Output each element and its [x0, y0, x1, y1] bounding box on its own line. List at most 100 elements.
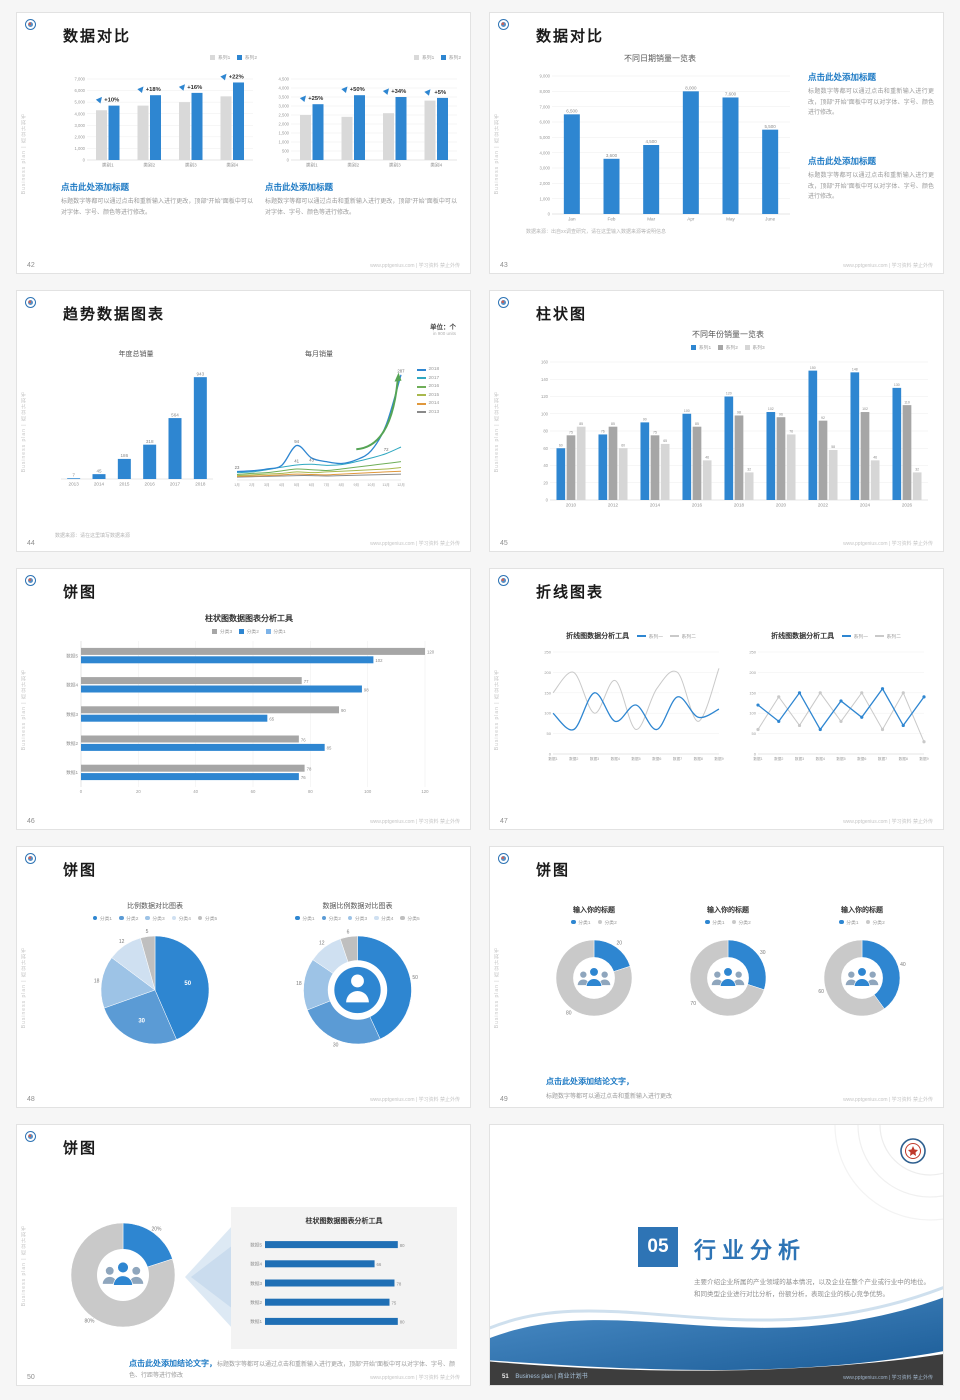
svg-text:9月: 9月	[353, 482, 359, 487]
chart-title: 柱状图数据图表分析工具	[305, 1218, 383, 1225]
svg-text:3月: 3月	[264, 482, 270, 487]
chart-block-left: 年度总销量 7 2013 45 2014 186 2015 318 2016 564 2017 94…	[55, 349, 217, 490]
conclusion-text: 标题数字等都可以通过点击和重新输入进行更改	[546, 1094, 673, 1100]
svg-text:200: 200	[544, 670, 551, 675]
conclusion-block: 点击此处添加结论文字，标题数字等都可以通过点击和重新输入进行更改，顶部“开始”面…	[129, 1357, 461, 1381]
svg-text:11月: 11月	[382, 482, 389, 487]
svg-text:50: 50	[752, 731, 757, 736]
donut-block-right: 数据比例数据对比图表 分类1 分类2 分类3 分类4 分类5 50 30 18 12 6	[265, 901, 450, 1056]
svg-text:76: 76	[301, 775, 306, 780]
svg-text:120: 120	[541, 394, 549, 399]
footer-watermark: www.pptgenius.com | 学习资料 禁止外传	[843, 1375, 933, 1381]
svg-text:75: 75	[392, 1301, 397, 1306]
svg-text:3,000: 3,000	[279, 104, 290, 109]
footer-watermark: www.pptgenius.com | 学习资料 禁止外传	[843, 819, 933, 825]
svg-text:90: 90	[341, 708, 346, 713]
brand-logo-icon	[25, 19, 36, 30]
svg-text:186: 186	[120, 453, 128, 458]
svg-text:20: 20	[543, 480, 548, 485]
slide-48[interactable]: Business plan | 商业计划书 饼图 比例数据对比图表 分类1 分类2…	[16, 846, 471, 1108]
svg-text:58: 58	[831, 445, 835, 449]
svg-text:2016: 2016	[145, 482, 156, 487]
side-watermark: Business plan | 商业计划书	[21, 1225, 27, 1307]
slide-title: 饼图	[63, 1140, 98, 1157]
svg-text:102: 102	[862, 407, 868, 411]
page-number: 51	[502, 1374, 509, 1380]
svg-text:12: 12	[319, 941, 325, 947]
svg-text:120: 120	[421, 789, 429, 794]
svg-text:数据1: 数据1	[66, 769, 78, 776]
chart-legend: 分类1 分类2	[530, 918, 658, 926]
slide-45[interactable]: Business plan | 商业计划书 柱状图 不同年份销量一览表 系列1 系…	[489, 290, 944, 552]
svg-text:1,000: 1,000	[540, 196, 551, 201]
svg-text:65: 65	[663, 439, 667, 443]
chart-legend: 分类3 分类2 分类1	[57, 627, 441, 635]
slide-50[interactable]: Business plan | 商业计划书 饼图 20% 80% 柱状图数据图表分…	[16, 1124, 471, 1386]
svg-text:100: 100	[364, 789, 372, 794]
svg-text:数据2: 数据2	[66, 740, 78, 747]
svg-text:1,000: 1,000	[75, 146, 86, 151]
chart-legend: 系列1 系列2	[265, 53, 461, 61]
slide-49[interactable]: Business plan | 商业计划书 饼图 输入你的标题 分类1 分类2 2…	[489, 846, 944, 1108]
svg-text:2014: 2014	[94, 482, 105, 487]
slide-44[interactable]: Business plan | 商业计划书 趋势数据图表 单位：个 in 900…	[16, 290, 471, 552]
slide-43[interactable]: Business plan | 商业计划书 数据对比 不同日期销量一览表 0 1,…	[489, 12, 944, 274]
chart-legend: 分类1 分类2 分类3 分类4 分类5	[265, 914, 450, 922]
svg-text:1月: 1月	[234, 482, 240, 487]
slide-42[interactable]: Business plan | 商业计划书 数据对比 系列1 系列2 0 1,000…	[16, 12, 471, 274]
svg-text:4,500: 4,500	[646, 139, 658, 144]
block-body: 标题数字等都可以通过点击和重新输入进行更改，顶部“开始”面板中可以对字体、字号、…	[808, 173, 934, 200]
svg-text:+22%: +22%	[229, 74, 244, 80]
grouped-bar-chart: 0 20 40 60 80 100 120 140 160 60 75 85 2010 76 85 60 201…	[524, 353, 932, 511]
svg-text:85: 85	[327, 746, 332, 751]
svg-text:40: 40	[543, 463, 548, 468]
page-number: 44	[27, 540, 35, 547]
svg-text:数据1: 数据1	[250, 1318, 262, 1325]
svg-text:72: 72	[384, 447, 389, 452]
svg-text:数据5: 数据5	[66, 652, 78, 659]
page-number: 46	[27, 818, 35, 825]
svg-text:数据8: 数据8	[694, 756, 703, 761]
text-block: 点击此处添加标题 标题数字等都可以通过点击和重新输入进行更改，顶部“开始”面板中…	[808, 71, 934, 119]
block-heading: 点击此处添加标题	[808, 156, 877, 166]
horizontal-bar-chart: 80 数据1 75 数据2 78 数据3 66 数据4 80 数据5	[241, 1231, 447, 1335]
svg-text:7,000: 7,000	[540, 104, 551, 109]
chart-legend: 分类1 分类2 分类3 分类4 分类5	[65, 914, 245, 922]
svg-text:65: 65	[269, 717, 274, 722]
page-number: 48	[27, 1096, 35, 1103]
side-watermark: Business plan | 商业计划书	[494, 113, 500, 195]
marker-line-chart: 0 50 100 150 200 250 数据1 数据2 数据3 数据4 数据5 数据6 数据7 数据8 数…	[740, 644, 932, 764]
svg-text:+18%: +18%	[146, 87, 161, 93]
donut-chart: 50 30 18 12 6	[265, 924, 450, 1056]
slide-46[interactable]: Business plan | 商业计划书 饼图 柱状图数据图表分析工具 分类3…	[16, 568, 471, 830]
svg-text:2,000: 2,000	[75, 134, 86, 139]
svg-text:60: 60	[251, 789, 256, 794]
chart-title: 折线图数据分析工具	[566, 633, 630, 640]
chart-block-left: 系列1 系列2 0 1,000 2,000 3,000 4,000 5,000 6,000 7,…	[61, 53, 257, 171]
svg-text:80%: 80%	[84, 1319, 95, 1325]
donut-chart: 30 70	[664, 928, 792, 1028]
chart-legend: 系列1 系列2	[61, 53, 257, 61]
slide-title: 折线图表	[536, 584, 605, 601]
svg-text:1,500: 1,500	[279, 131, 290, 136]
donut-chart: 20% 80%	[59, 1211, 187, 1339]
svg-text:20: 20	[616, 941, 622, 947]
svg-text:数据3: 数据3	[795, 756, 804, 761]
svg-text:50: 50	[184, 981, 191, 987]
page-number: 50	[27, 1374, 35, 1381]
svg-text:6: 6	[347, 929, 350, 935]
data-source-caption: 数据来源：请在这里填写数据来源	[55, 533, 131, 539]
slide-51[interactable]: 05 行业分析 主要介绍企业所属的产业领域的基本情况，以及企业在整个产业或行业中…	[489, 1124, 944, 1386]
text-block: 点击此处添加标题 标题数字等都可以通过点击和重新输入进行更改，顶部“开始”面板中…	[808, 155, 934, 203]
svg-text:2022: 2022	[818, 503, 829, 508]
slide-47[interactable]: Business plan | 商业计划书 折线图表 折线图数据分析工具 系列一…	[489, 568, 944, 830]
unit-label: 单位：个	[430, 324, 456, 331]
chart-title: 输入你的标题	[707, 907, 749, 914]
slide-title: 饼图	[536, 862, 571, 879]
bar-chart: 0 1,000 2,000 3,000 4,000 5,000 6,000 7,000 8,00…	[526, 67, 794, 225]
page-number: 43	[500, 262, 508, 269]
svg-text:32: 32	[915, 468, 919, 472]
svg-text:4,500: 4,500	[279, 77, 290, 82]
footer-watermark: www.pptgenius.com | 学习资料 禁止外传	[370, 1097, 460, 1103]
svg-text:18: 18	[94, 979, 100, 985]
